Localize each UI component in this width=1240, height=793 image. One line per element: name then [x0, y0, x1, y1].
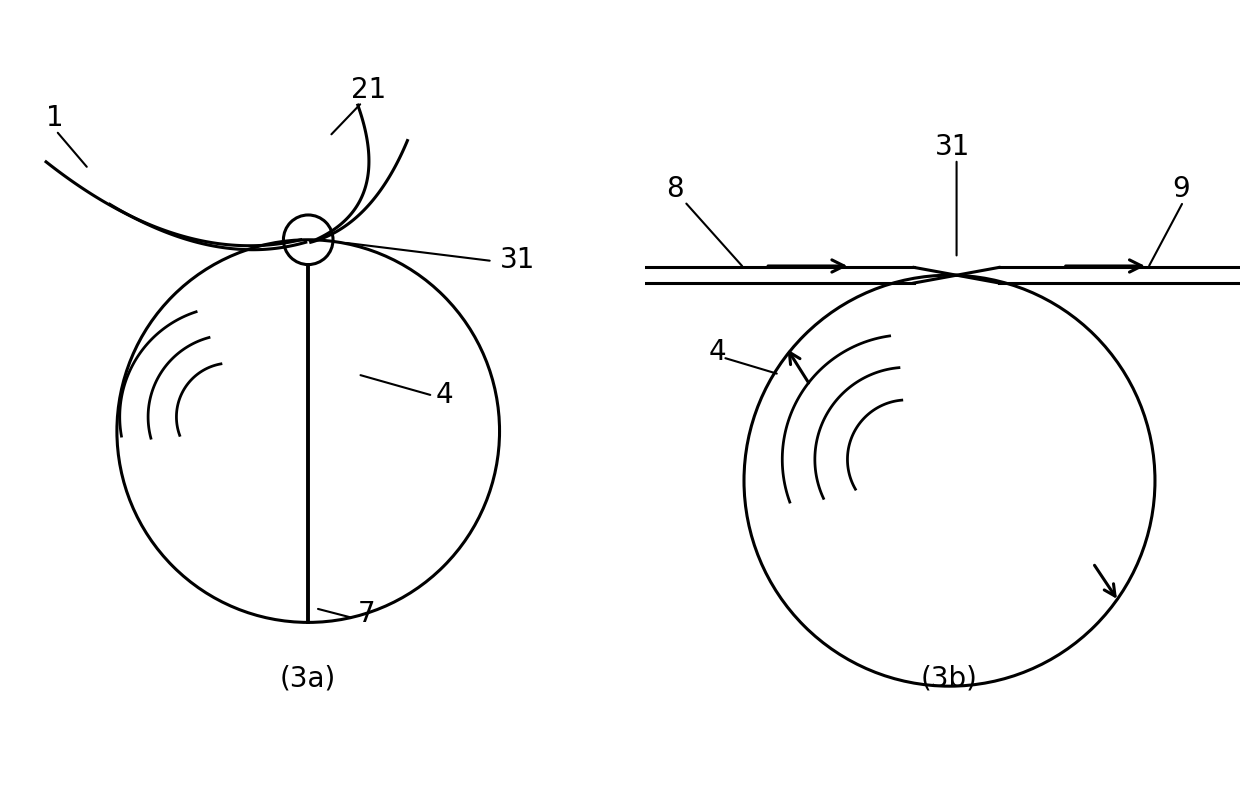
Text: 4: 4: [435, 381, 454, 408]
Text: 4: 4: [708, 339, 727, 366]
Text: 31: 31: [935, 132, 971, 161]
Text: (3b): (3b): [921, 665, 978, 692]
Text: (3a): (3a): [280, 665, 336, 692]
Text: 1: 1: [46, 105, 63, 132]
Text: 21: 21: [351, 76, 386, 104]
Text: 8: 8: [666, 175, 683, 203]
Text: 7: 7: [358, 600, 376, 628]
Text: 31: 31: [500, 246, 534, 274]
Text: 9: 9: [1172, 175, 1189, 203]
